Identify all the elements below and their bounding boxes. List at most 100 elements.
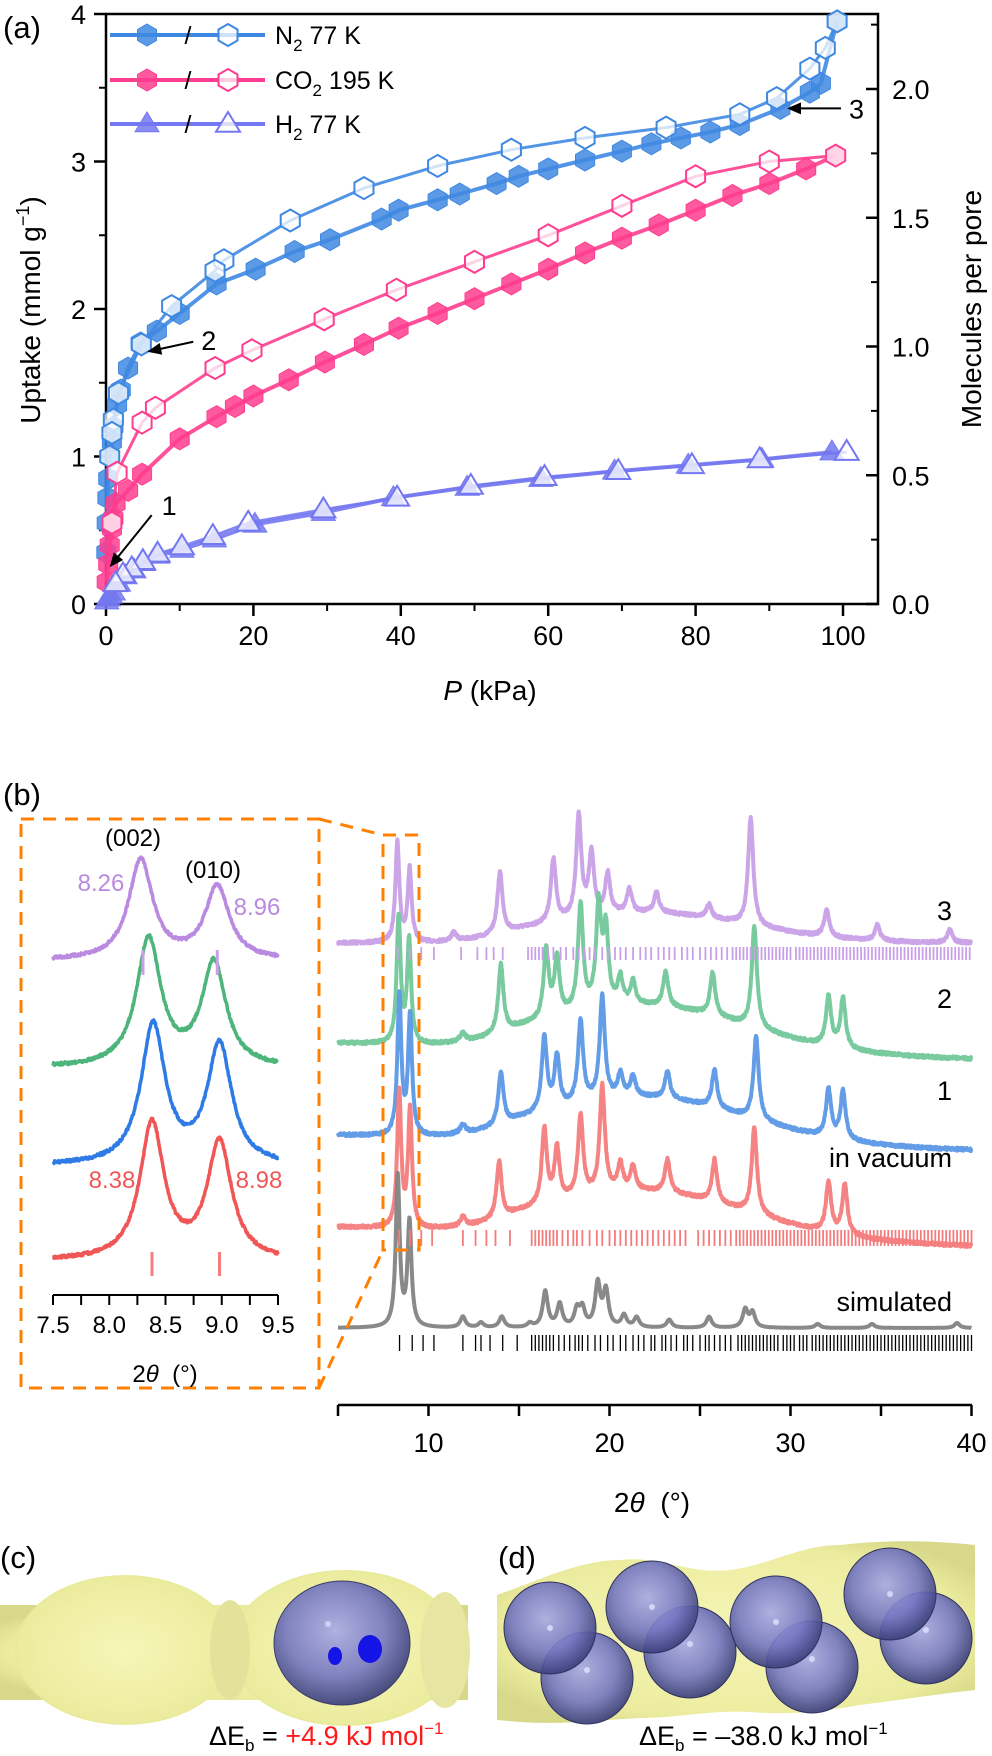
arrow-head	[109, 552, 124, 568]
filled-hexagon-marker	[137, 68, 157, 92]
plot-frame	[104, 12, 880, 606]
filled-hexagon-marker	[508, 164, 529, 188]
open-hexagon-marker	[161, 293, 183, 319]
open-hexagon-marker	[130, 332, 152, 357]
zoom-region-box	[381, 833, 421, 1252]
arrow-head	[786, 102, 801, 115]
filled-hexagon-marker	[99, 533, 120, 557]
xrd-pattern	[336, 989, 974, 1154]
annotation-label: 2	[201, 326, 216, 356]
filled-hexagon-marker	[245, 257, 266, 281]
binding-energy-c: ΔEb = +4.9 kJ mol−1	[209, 1719, 444, 1755]
legend-entry: / N2 77 K	[110, 22, 361, 55]
filled-hexagon-marker	[611, 226, 632, 250]
series-desorption	[101, 143, 847, 536]
filled-hexagon-marker	[464, 287, 485, 311]
legend-separator: /	[185, 67, 192, 95]
filled-hexagon-marker	[320, 228, 341, 252]
peak-label-8-96: 8.96	[234, 894, 281, 921]
y2-tick-label: 1.5	[892, 204, 930, 234]
inset-x-tick-label: 7.5	[36, 1312, 69, 1339]
panel-label-a: (a)	[3, 10, 41, 45]
inset-trace	[51, 855, 280, 961]
filled-hexagon-marker	[538, 157, 559, 181]
x-tick-label: 80	[681, 621, 711, 651]
open-hexagon-marker	[144, 395, 166, 420]
filled-hexagon-marker	[722, 183, 743, 207]
open-triangle-marker	[678, 451, 706, 475]
filled-hexagon-marker	[371, 207, 392, 231]
zoom-connector	[318, 817, 384, 837]
inset-pattern	[51, 933, 280, 1068]
co2-molecule-sphere	[273, 1580, 411, 1706]
y2-tick-label: 1.0	[892, 333, 930, 363]
open-hexagon-marker	[685, 164, 707, 189]
x-tick-label: 20	[238, 621, 268, 651]
legend-subscript: 2	[313, 81, 322, 100]
xrd-inset-chart: 7.5 8.0 8.5 9.0 9.5	[36, 855, 295, 1339]
open-hexagon-marker	[825, 143, 847, 168]
sphere-highlight	[923, 1627, 929, 1633]
filled-hexagon-marker	[284, 239, 305, 264]
legend-formula: CO	[275, 67, 313, 95]
open-triangle-marker	[168, 532, 196, 556]
series-desorption	[101, 438, 861, 593]
reflection-ticks	[398, 1230, 973, 1246]
series-line	[110, 154, 836, 524]
sphere-highlight	[547, 1625, 553, 1631]
legend-subscript: 2	[293, 36, 302, 55]
open-hexagon-marker	[313, 307, 335, 332]
open-hexagon-marker	[101, 420, 123, 446]
legend-entry: / H2 77 K	[110, 110, 361, 144]
inset-frame	[19, 817, 321, 1390]
peak-label-8-26: 8.26	[78, 870, 125, 897]
open-hexagon-marker	[217, 22, 239, 48]
filled-hexagon-marker	[641, 132, 662, 156]
filled-hexagon-marker	[538, 257, 559, 281]
legend-condition: 77 K	[303, 22, 362, 50]
pore-model-d	[497, 1541, 975, 1725]
open-triangle-marker	[745, 445, 774, 469]
series-desorption	[99, 9, 848, 469]
inset-pattern	[51, 855, 280, 961]
filled-hexagon-marker	[224, 394, 245, 418]
filled-hexagon-marker	[648, 213, 669, 237]
open-hexagon-marker	[385, 277, 407, 302]
open-triangle-marker	[604, 457, 632, 481]
open-hexagon-marker	[500, 137, 522, 162]
legend-formula: H	[275, 111, 293, 139]
open-hexagon-marker	[574, 125, 596, 151]
filled-hexagon-marker	[118, 478, 139, 502]
arrow-head	[147, 342, 163, 355]
open-triangle-marker	[234, 508, 263, 532]
xrd-pattern	[336, 891, 974, 1062]
filled-hexagon-marker	[388, 198, 409, 222]
inset-x-tick-label: 8.0	[93, 1312, 126, 1339]
x-axis-title: P (kPa)	[443, 675, 536, 706]
y-tick-label: 4	[71, 0, 86, 30]
x-tick-label: 10	[413, 1428, 443, 1458]
annotation-label: 3	[849, 94, 864, 124]
filled-hexagon-marker	[314, 350, 335, 374]
inset-trace	[51, 933, 280, 1068]
binding-energy-d: ΔEb = –38.0 kJ mol−1	[639, 1719, 888, 1755]
open-hexagon-marker	[131, 410, 153, 435]
x-tick-label: 40	[386, 621, 416, 651]
co2-molecule	[503, 1581, 634, 1725]
co2-molecule	[605, 1560, 737, 1699]
open-hexagon-marker	[106, 460, 128, 485]
open-triangle-marker	[383, 483, 411, 507]
inset-trace	[51, 1018, 280, 1166]
legend-separator: /	[185, 22, 192, 50]
filled-hexagon-marker	[388, 316, 409, 340]
filled-hexagon-marker	[132, 462, 153, 486]
panel-label-b: (b)	[3, 777, 41, 812]
filled-hexagon-marker	[796, 157, 817, 181]
xrd-pattern	[336, 1170, 974, 1330]
reflection-label-010: (010)	[185, 857, 241, 884]
inset-x-tick-label: 9.0	[205, 1312, 238, 1339]
filled-hexagon-marker	[278, 368, 299, 392]
pattern-label: in vacuum	[829, 1143, 952, 1173]
